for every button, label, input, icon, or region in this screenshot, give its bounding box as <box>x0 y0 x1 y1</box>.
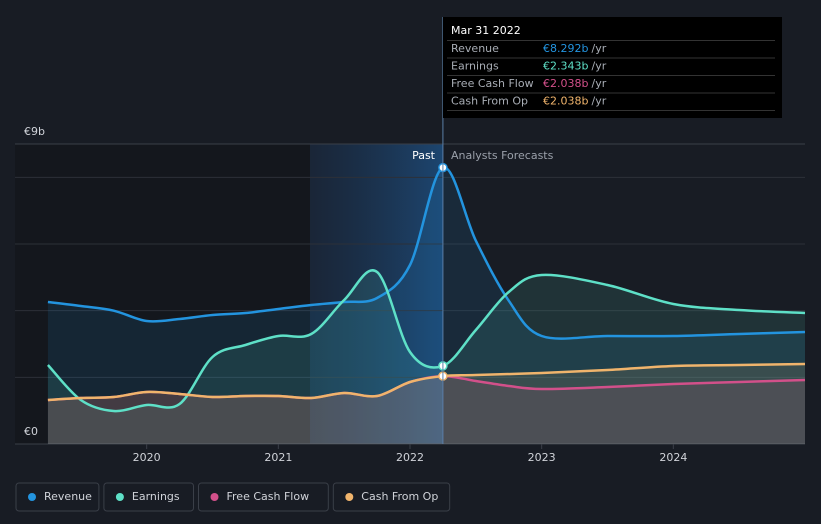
legend-label[interactable]: Earnings <box>132 490 180 503</box>
legend-swatch[interactable] <box>210 493 219 501</box>
x-tick-label: 2023 <box>528 451 556 464</box>
x-tick-label: 2020 <box>133 451 161 464</box>
tooltip-unit: /yr <box>591 95 606 108</box>
series-area <box>47 270 805 444</box>
tooltip-label: Revenue <box>451 42 499 55</box>
legend-label[interactable]: Revenue <box>44 490 92 503</box>
legend-label[interactable]: Cash From Op <box>361 490 438 503</box>
tooltip-unit: /yr <box>591 42 606 55</box>
tooltip-label: Cash From Op <box>451 95 528 108</box>
y-tick-label: €0 <box>24 425 38 438</box>
tooltip-label: Free Cash Flow <box>451 77 534 90</box>
tooltip-value: €8.292b/yr <box>543 42 607 55</box>
legend-item[interactable]: Cash From Op <box>332 482 451 512</box>
legend-swatch[interactable] <box>115 493 124 501</box>
legend-box[interactable] <box>103 482 194 512</box>
tooltip-value-number: €2.343b <box>543 60 588 73</box>
tooltip-value: €2.343b/yr <box>543 60 607 73</box>
past-region <box>15 144 310 444</box>
tooltip-date: Mar 31 2022 <box>451 24 521 37</box>
legend-item[interactable]: Revenue <box>15 482 100 512</box>
series-area <box>47 167 805 445</box>
tooltip-value-number: €2.038b <box>543 95 588 108</box>
tooltip-value: €2.038b/yr <box>543 95 607 108</box>
tooltip-unit: /yr <box>591 60 606 73</box>
legend-label[interactable]: Free Cash Flow <box>227 490 310 503</box>
legend-item[interactable]: Free Cash Flow <box>198 482 329 512</box>
legend-swatch[interactable] <box>345 493 354 501</box>
x-tick-label: 2024 <box>659 451 687 464</box>
past-label: Past <box>412 149 436 162</box>
series-line <box>46 269 806 413</box>
series-line <box>47 362 806 402</box>
tooltip-value: €2.038b/yr <box>543 77 607 90</box>
series-area <box>47 364 805 444</box>
x-tick-label: 2021 <box>264 451 292 464</box>
y-tick-label: €9b <box>24 125 45 138</box>
forecast-label: Analysts Forecasts <box>451 149 554 162</box>
tooltip-value-number: €8.292b <box>543 42 588 55</box>
tooltip-label: Earnings <box>451 60 499 73</box>
legend-item[interactable]: Earnings <box>103 482 194 512</box>
legend-swatch[interactable] <box>28 493 36 501</box>
series-area <box>47 376 805 444</box>
tooltip-box <box>443 17 782 118</box>
legend-box[interactable] <box>198 482 329 512</box>
series-line <box>47 166 806 340</box>
x-tick-label: 2022 <box>396 451 424 464</box>
legend-box[interactable] <box>332 482 451 512</box>
tooltip-unit: /yr <box>591 77 606 90</box>
legend-box[interactable] <box>15 482 100 512</box>
tooltip-value-number: €2.038b <box>543 77 588 90</box>
